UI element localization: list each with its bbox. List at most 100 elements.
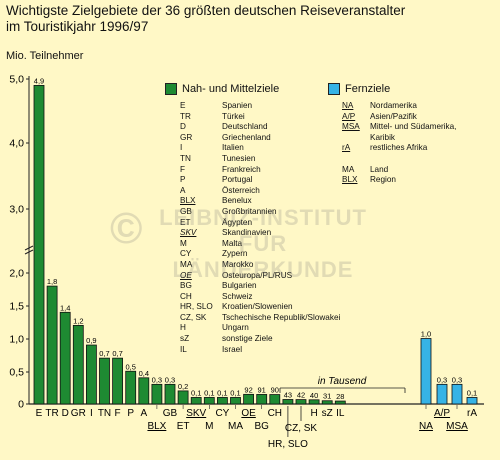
x-tick-label: H xyxy=(310,408,317,419)
legend-entry-code: MSA xyxy=(342,122,360,132)
legend-entry-name: Benelux xyxy=(222,196,252,206)
legend-entry-code: sZ xyxy=(180,334,190,344)
legend-entry: H Ungarn xyxy=(180,323,340,334)
bar-value-label: 40 xyxy=(310,391,318,400)
legend-entry-name: Land xyxy=(370,164,389,174)
x-tick-label: IL xyxy=(336,408,345,419)
thousand-annotation: in Tausend xyxy=(318,376,367,387)
legend-entry xyxy=(342,154,456,165)
legend-entry-code: GB xyxy=(180,206,192,216)
legend-entry: BG Bulgarien xyxy=(180,281,340,292)
legend-entry-name: Griechenland xyxy=(222,132,271,142)
legend-entry: I Italien xyxy=(180,143,340,154)
legend-entry-name: Bulgarien xyxy=(222,281,257,291)
bar xyxy=(99,357,110,405)
x-tick-label: M xyxy=(205,421,213,432)
x-tick-label: GB xyxy=(163,408,178,419)
legend-entry-name: Tschechische Republik/Slowakei xyxy=(222,312,341,322)
legend-entry-name: Kroatien/Slowenien xyxy=(222,302,293,312)
bar xyxy=(243,393,255,405)
bar-value-label: 43 xyxy=(284,390,292,399)
legend-entry: TN Tunesien xyxy=(180,154,340,165)
legend-entry-name: Deutschland xyxy=(222,122,268,132)
bar-value-label: 0,1 xyxy=(217,388,227,397)
legend-entry: Karibik xyxy=(342,133,456,144)
bar-value-label: 0,9 xyxy=(86,336,96,345)
legend-entry-code: A/P xyxy=(342,111,356,121)
legend-entry-code: TR xyxy=(180,111,191,121)
legend-entry-name: sonstige Ziele xyxy=(222,334,273,344)
y-tick-label: 0 xyxy=(18,399,24,411)
watermark: © LEIBNIZ-INSTITUT FÜR LÄNDERKUNDE xyxy=(110,205,378,283)
bar-value-label: 0,1 xyxy=(204,388,214,397)
bar-value-label: 1,4 xyxy=(60,303,70,312)
x-tick-label: OE xyxy=(241,408,256,419)
bar-value-label: 28 xyxy=(336,392,344,401)
legend-entry-code: TN xyxy=(180,153,191,163)
legend-entry-code: MA xyxy=(180,259,193,269)
y-tick-label: 1,0 xyxy=(9,334,24,346)
legend-entry-name: Marokko xyxy=(222,259,254,269)
y-tick-label: 3,0 xyxy=(9,204,24,216)
bar xyxy=(436,383,448,405)
bar xyxy=(125,370,137,405)
bar-value-label: 0,7 xyxy=(112,349,122,358)
legend-entry-code: CH xyxy=(180,291,192,301)
legend-entry: CY Zypern xyxy=(180,249,340,260)
legend-entry-name: restliches Afrika xyxy=(370,143,428,153)
bar xyxy=(308,399,320,405)
legend-entry: BLX Region xyxy=(342,175,456,186)
bar xyxy=(190,397,202,405)
legend-entry-code: NA xyxy=(342,101,354,110)
x-tick-label: P xyxy=(127,408,134,419)
chart-title: Wichtigste Zielgebiete der 36 größten de… xyxy=(6,3,476,35)
legend-entry-code: D xyxy=(180,122,186,132)
legend-entry-code: F xyxy=(180,164,186,174)
bar-value-label: 0,3 xyxy=(165,375,175,384)
axis-break-mark xyxy=(24,249,34,255)
legend-entry: SKV Skandinavien xyxy=(180,228,340,239)
legend-entry-name: Region xyxy=(370,175,396,185)
y-tick-label: 4,0 xyxy=(9,138,24,150)
bar xyxy=(451,383,463,405)
bar-value-label: 0,3 xyxy=(437,375,447,384)
legend-entry-code xyxy=(342,133,370,144)
x-tick-label: A/P xyxy=(434,408,450,419)
x-tick-label: CZ, SK xyxy=(285,423,318,434)
legend-entry: F Frankreich xyxy=(180,165,340,176)
legend-entry-name: Frankreich xyxy=(222,164,261,174)
legend-entry-name: Ungarn xyxy=(222,323,249,333)
bar-value-label: 0,7 xyxy=(99,349,109,358)
x-tick-label: TR xyxy=(45,408,58,419)
x-tick-label: NA xyxy=(419,421,433,432)
legend-entry-name: Türkei xyxy=(222,111,245,121)
y-tick-label: 2,0 xyxy=(9,268,24,280)
x-tick-label: MA xyxy=(228,421,243,432)
x-tick-label: BG xyxy=(254,421,269,432)
bar xyxy=(230,397,241,405)
title-line-2: im Touristikjahr 1996/97 xyxy=(6,19,149,34)
legend-entry-code: BG xyxy=(180,281,192,291)
legend-entry: MSA Mittel- und Südamerika, xyxy=(342,122,456,133)
legend-entry-code: M xyxy=(180,238,187,248)
legend-entry-code: ET xyxy=(180,217,191,227)
legend-entry-code: I xyxy=(180,143,183,153)
x-tick-label: HR, SLO xyxy=(268,439,308,450)
x-tick-label: CY xyxy=(215,408,229,419)
x-tick-label: CH xyxy=(268,408,282,419)
legend-entry-code: SKV xyxy=(180,228,197,238)
legend-entry-code: OE xyxy=(180,270,192,280)
x-tick-label: GR xyxy=(71,408,86,419)
legend-entry-name: Portugal xyxy=(222,175,253,185)
legend-entry: E Spanien xyxy=(180,101,340,112)
legend-entry: OE Osteuropa/PL/RUS xyxy=(180,271,340,282)
legend-entry-code: H xyxy=(180,323,186,333)
bar-value-label: 1,8 xyxy=(47,277,57,286)
legend-entry-code: CY xyxy=(180,249,192,259)
bar xyxy=(269,394,281,405)
legend-entry-code: HR, SLO xyxy=(180,302,213,312)
legend-nah-label: Nah- und Mittelziele xyxy=(182,83,280,95)
legend-entry-name: Osteuropa/PL/RUS xyxy=(222,270,293,280)
axis-break-mark xyxy=(24,245,34,251)
legend-entry: GB Großbritannien xyxy=(180,207,340,218)
